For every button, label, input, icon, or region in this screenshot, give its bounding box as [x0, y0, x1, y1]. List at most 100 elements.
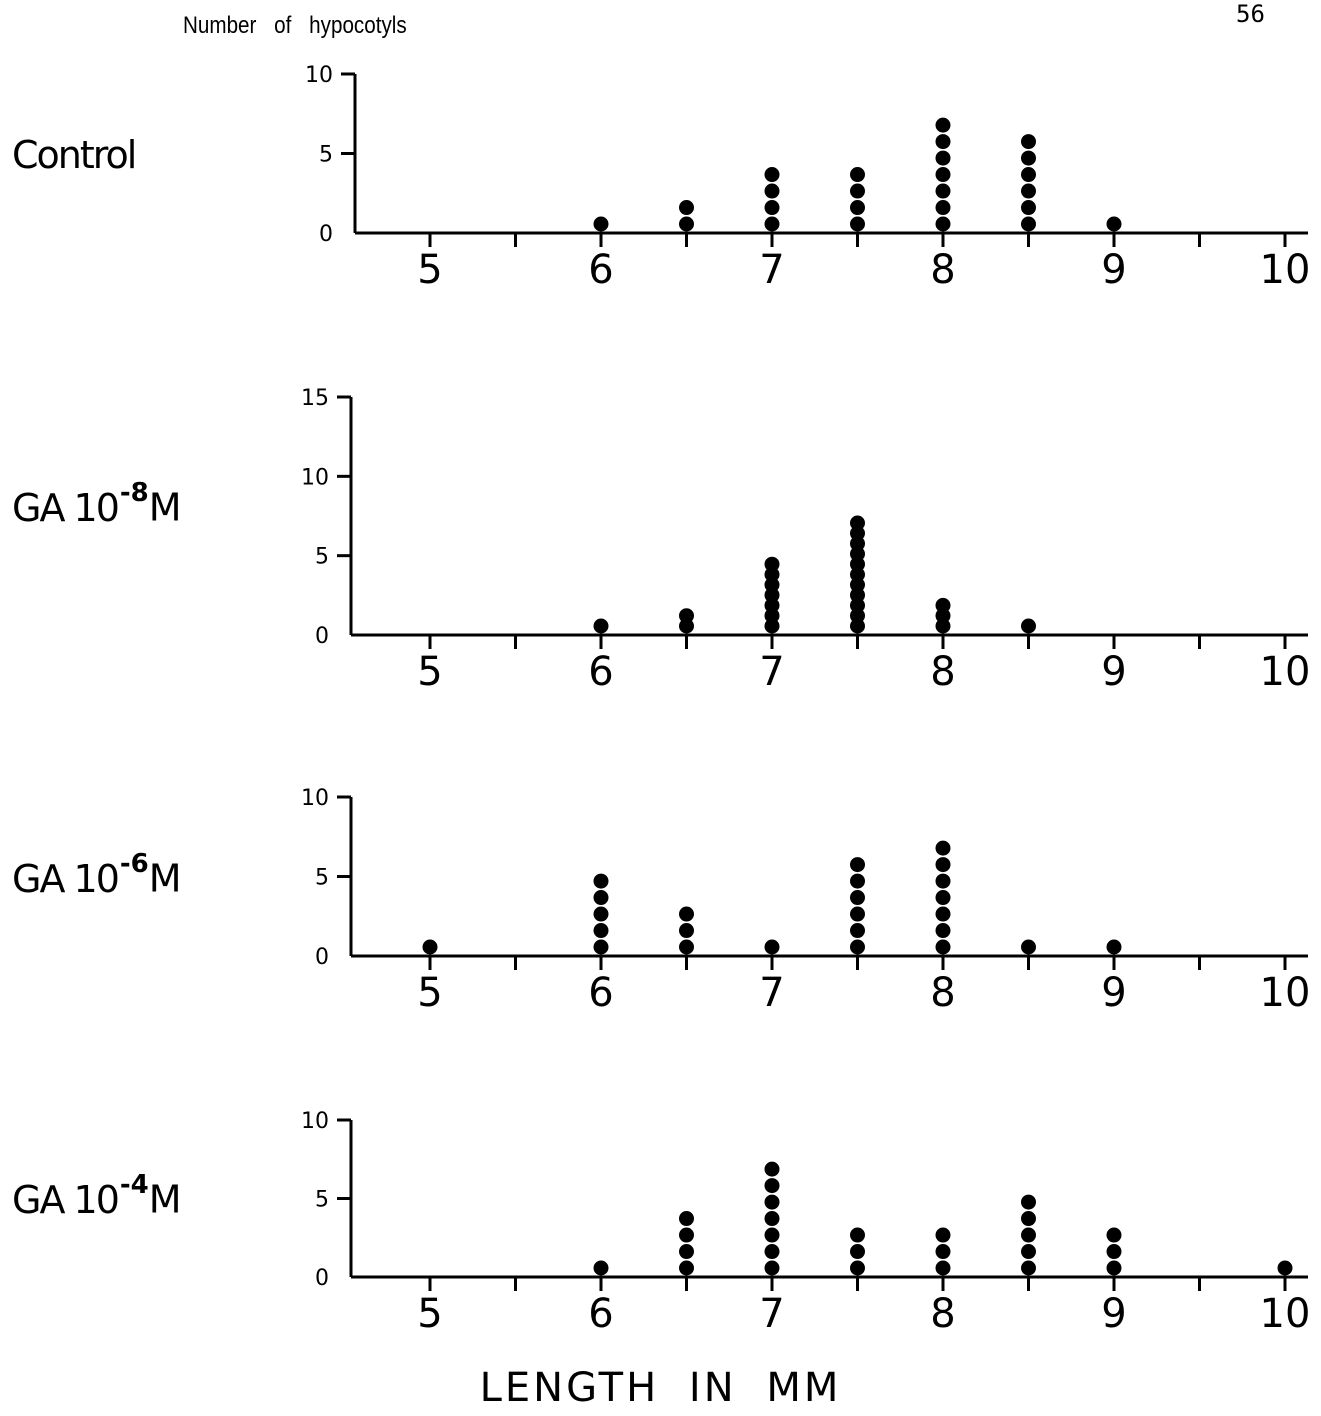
chart-panel: 0 5 10 5 6 7 8 9 10 [301, 1109, 1310, 1337]
y-tick-label: 15 [301, 386, 329, 411]
data-point [593, 1260, 609, 1276]
data-point [679, 939, 694, 955]
data-point [850, 546, 865, 562]
data-point [764, 1178, 780, 1194]
y-tick-label: 10 [301, 786, 329, 811]
data-point [1021, 939, 1036, 955]
y-tick-label: 0 [319, 222, 333, 247]
data-point [764, 567, 780, 582]
x-tick-label: 8 [930, 1291, 955, 1337]
y-tick-label: 5 [315, 866, 329, 891]
data-point [679, 906, 694, 922]
data-point [679, 200, 694, 216]
data-point [764, 1194, 780, 1210]
x-tick-label: 7 [759, 247, 784, 293]
data-point [850, 923, 865, 939]
panel-label-control: Control [12, 133, 137, 177]
data-point [935, 923, 951, 939]
chart-panel: 0 5 10 5 6 7 8 9 10 [305, 63, 1310, 293]
panel-label-suffix: M [148, 856, 182, 901]
x-tick-label: 9 [1101, 1291, 1126, 1337]
data-point [679, 216, 694, 232]
data-point [935, 939, 951, 955]
panel-label-exponent: -4 [119, 1170, 149, 1200]
data-point [679, 1244, 694, 1260]
data-point [764, 1260, 780, 1276]
data-point [764, 587, 780, 603]
data-point [764, 597, 780, 613]
x-tick-label: 9 [1101, 247, 1126, 293]
data-point [850, 525, 865, 541]
data-point [935, 167, 951, 183]
data-point [422, 939, 438, 955]
chart-panel: 0 5 10 15 5 6 7 8 9 10 [301, 386, 1310, 695]
data-point [935, 1244, 951, 1260]
data-point [1021, 150, 1036, 166]
data-point [850, 515, 865, 531]
data-point [850, 597, 865, 613]
data-point [850, 1227, 865, 1243]
data-point [1021, 1244, 1036, 1260]
panel-label-exponent: -8 [119, 478, 149, 508]
data-point [679, 1211, 694, 1227]
data-point [935, 873, 951, 889]
y-tick-label: 0 [315, 1266, 329, 1291]
data-point [679, 618, 694, 634]
data-point [935, 597, 951, 613]
data-point [850, 890, 865, 906]
data-point [1021, 1194, 1036, 1210]
data-point [1277, 1260, 1293, 1276]
data-point [593, 906, 609, 922]
data-point [935, 200, 951, 216]
data-point [764, 939, 780, 955]
data-point [935, 840, 951, 856]
data-point [850, 618, 865, 634]
x-tick-label: 6 [588, 649, 613, 695]
x-tick-label: 6 [588, 247, 613, 293]
panel-label-prefix: GA 10 [12, 856, 120, 901]
x-tick-label: 7 [759, 1291, 784, 1337]
data-point [1021, 200, 1036, 216]
data-point [935, 216, 951, 232]
data-point [764, 200, 780, 216]
x-tick-label: 7 [759, 970, 784, 1016]
x-tick-label: 6 [588, 970, 613, 1016]
data-point [1021, 1260, 1036, 1276]
data-point [935, 150, 951, 166]
data-point [935, 134, 951, 150]
data-point [850, 608, 865, 624]
y-tick-label: 10 [301, 465, 329, 490]
y-tick-label: 0 [315, 945, 329, 970]
panel-label-ga-1e-8: GA 10-8M [12, 478, 182, 530]
y-tick-label: 10 [305, 63, 333, 88]
x-tick-label: 7 [759, 649, 784, 695]
panel-label-prefix: GA 10 [12, 1177, 120, 1222]
data-point [935, 608, 951, 624]
panel-label-exponent: -6 [119, 849, 149, 879]
x-tick-label: 9 [1101, 970, 1126, 1016]
data-point [850, 1260, 865, 1276]
y-tick-label: 0 [315, 624, 329, 649]
data-point [764, 167, 780, 183]
data-point [1021, 1211, 1036, 1227]
x-tick-label: 8 [930, 247, 955, 293]
x-tick-label: 5 [417, 970, 442, 1016]
x-tick-label: 6 [588, 1291, 613, 1337]
data-point [1021, 134, 1036, 150]
data-point [850, 1244, 865, 1260]
data-point [764, 556, 780, 572]
data-point [679, 1260, 694, 1276]
data-point [850, 216, 865, 232]
data-point [764, 1211, 780, 1227]
data-point [850, 873, 865, 889]
chart-panel: 0 5 10 5 6 7 8 9 10 [301, 786, 1310, 1016]
data-point [593, 216, 609, 232]
data-point [593, 873, 609, 889]
panel-label-prefix: Control [12, 133, 137, 177]
y-axis-title: Number of hypocotyls [183, 12, 407, 39]
data-point [1106, 939, 1122, 955]
x-tick-label: 5 [417, 649, 442, 695]
data-point [935, 1227, 951, 1243]
data-point [850, 556, 865, 572]
